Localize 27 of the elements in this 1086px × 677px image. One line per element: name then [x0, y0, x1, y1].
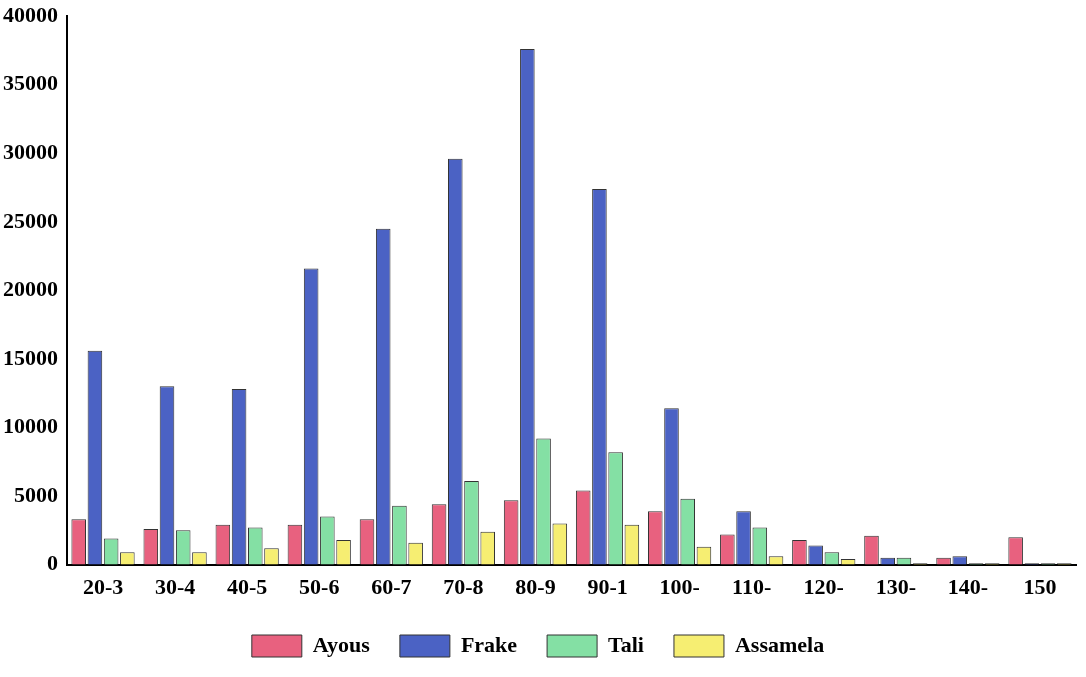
y-tick-label: 35000 — [3, 70, 58, 96]
legend-label: Ayous — [312, 631, 371, 657]
x-tick-label: 40-5 — [227, 574, 268, 600]
x-tick-label: 110- — [732, 574, 772, 600]
x-tick-label: 50-6 — [299, 574, 340, 600]
y-tick-label: 25000 — [3, 207, 58, 233]
x-tick-label: 150 — [1023, 574, 1057, 600]
y-tick-label: 30000 — [3, 138, 58, 164]
y-tick-label: 10000 — [3, 413, 58, 439]
legend-label: Tali — [608, 631, 644, 657]
x-tick-label: 80-9 — [515, 574, 556, 600]
y-tick-label: 5000 — [14, 481, 58, 507]
legend-label: Frake — [460, 631, 518, 657]
y-tick-label: 40000 — [3, 1, 58, 27]
legend-label: Assamela — [734, 631, 825, 657]
x-tick-label: 130- — [875, 574, 916, 600]
y-tick-label: 15000 — [3, 344, 58, 370]
y-tick-label: 20000 — [3, 276, 58, 302]
x-tick-label: 90-1 — [587, 574, 628, 600]
x-tick-label: 20-3 — [82, 574, 124, 600]
x-tick-label: 30-4 — [154, 574, 196, 600]
x-tick-label: 100- — [659, 574, 700, 600]
x-tick-label: 70-8 — [443, 574, 484, 600]
y-tick-label: 0 — [47, 550, 58, 576]
x-tick-label: 140- — [947, 574, 989, 600]
x-tick-label: 60-7 — [371, 574, 412, 600]
x-tick-label: 120- — [803, 574, 844, 600]
